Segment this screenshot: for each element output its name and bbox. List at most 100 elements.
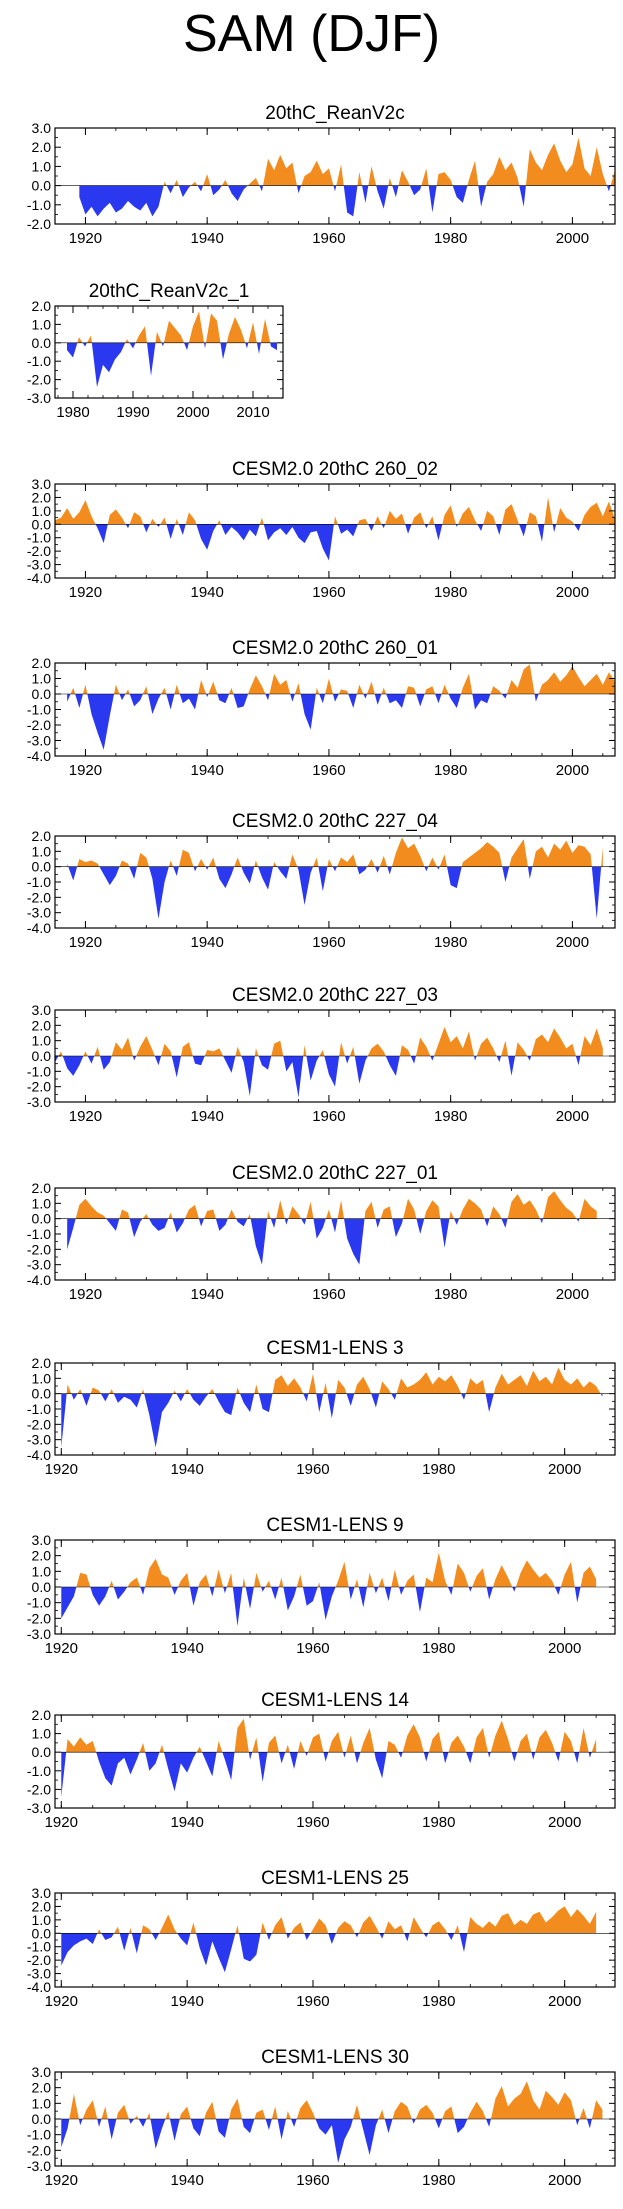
y-tick-label: -4.0 (27, 748, 51, 764)
y-tick-label: -3.0 (27, 733, 51, 749)
x-tick-label: 2000 (548, 1640, 581, 1657)
panel-9: CESM1-LENS 9 3.02.01.00.0-1.0-2.0-3.01920… (27, 1515, 616, 1657)
panel-title: CESM2.0 20thC 227_03 (232, 985, 438, 1006)
y-tick-label: -3.0 (27, 2158, 51, 2174)
x-tick-label: 2000 (548, 2172, 581, 2189)
y-tick-label: 2.0 (32, 1355, 52, 1371)
negative-anomaly-area (61, 1933, 597, 1973)
x-tick-label: 1980 (434, 584, 467, 601)
x-tick-label: 1920 (45, 1993, 78, 2010)
y-tick-label: 3.0 (32, 1885, 52, 1901)
y-tick-label: 1.0 (32, 1726, 52, 1742)
positive-anomaly-area (77, 311, 271, 343)
y-tick-label: -3.0 (27, 390, 51, 406)
plot-frame (54, 1714, 616, 1809)
y-tick-label: 1.0 (32, 843, 52, 859)
x-tick-label: 1940 (170, 1993, 203, 2010)
y-tick-label: -2.0 (27, 1241, 51, 1257)
panel-5: CESM2.0 20thC 227_04 2.01.00.0-1.0-2.0-3.… (27, 811, 616, 951)
x-tick-label: 1980 (422, 1640, 455, 1657)
negative-anomaly-area (55, 1056, 603, 1098)
y-tick-label: -1.0 (27, 197, 51, 213)
plot-frame (54, 835, 616, 929)
negative-anomaly-area (79, 185, 611, 217)
panel-2: 20thC_ReanV2c_1 2.0 1.0 0.0 -1.0 -2.0 -3.0 1980… (27, 281, 284, 421)
panel-4: CESM2.0 20thC 260_01 2.01.00.0-1.0-2.0-3.… (27, 638, 616, 779)
x-tick-label: 1940 (170, 1640, 203, 1657)
y-tick-label: -2.0 (27, 1079, 51, 1095)
x-tick-label: 1980 (422, 1461, 455, 1478)
y-tick-label: -2.0 (27, 717, 51, 733)
panel-12: CESM1-LENS 30 3.02.01.00.0-1.0-2.0-3.0192… (27, 2047, 616, 2189)
x-tick-label: 1960 (312, 762, 345, 779)
x-tick-label: 2000 (548, 1461, 581, 1478)
y-tick-label: 0.0 (32, 859, 52, 875)
x-tick-label: 2000 (556, 1286, 589, 1303)
positive-anomaly-area (67, 664, 615, 694)
y-tick-label: -1.0 (27, 1063, 51, 1079)
negative-anomaly-area (55, 524, 615, 561)
x-tick-label: 1920 (69, 230, 102, 247)
x-tick-label: 1980 (422, 1993, 455, 2010)
y-tick-label: -3.0 (27, 905, 51, 921)
x-tick-label: 1920 (69, 1108, 102, 1125)
y-tick-label: 3.0 (32, 1002, 52, 1018)
y-tick-label: -1.0 (27, 1226, 51, 1242)
y-tick-label: -2.0 (27, 1610, 51, 1626)
x-tick-label: 1960 (312, 584, 345, 601)
x-tick-label: 1980 (434, 230, 467, 247)
x-tick-label: 1920 (69, 1286, 102, 1303)
y-tick-label: -1.0 (27, 702, 51, 718)
negative-anomaly-area (61, 2119, 603, 2163)
y-tick-label: -3.0 (27, 1432, 51, 1448)
x-tick-label: 1980 (434, 762, 467, 779)
y-tick-label: -3.0 (27, 1800, 51, 1816)
plot-frame (54, 483, 616, 579)
x-tick-label: 1960 (312, 934, 345, 951)
y-tick-label: 1.0 (32, 1195, 52, 1211)
y-tick-label: 0.0 (32, 686, 52, 702)
y-tick-label: 1.0 (32, 1563, 52, 1579)
panel-title: CESM1-LENS 25 (261, 1868, 409, 1889)
y-tick-label: 2.0 (32, 489, 52, 505)
positive-anomaly-area (61, 1718, 597, 1753)
x-tick-label: 1960 (296, 1461, 329, 1478)
panel-title: CESM2.0 20thC 260_02 (232, 459, 438, 480)
panel-title: CESM1-LENS 14 (261, 1690, 409, 1711)
x-tick-label: 1940 (170, 2172, 203, 2189)
y-tick-label: 0.0 (32, 1579, 52, 1595)
y-tick-label: 1.0 (32, 1370, 52, 1386)
x-tick-label: 1980 (434, 934, 467, 951)
panel-11: CESM1-LENS 25 3.02.01.00.0-1.0-2.0-3.0-4.… (27, 1868, 616, 2010)
y-tick-label: 2.0 (32, 828, 52, 844)
y-tick-label: -2.0 (27, 543, 51, 559)
y-tick-label: -1.0 (27, 2127, 51, 2143)
x-tick-label: 1920 (69, 762, 102, 779)
x-tick-label: 1960 (296, 2172, 329, 2189)
x-tick-label: 1940 (170, 1814, 203, 1831)
x-tick-label: 1940 (190, 584, 223, 601)
y-tick-label: 0.0 (32, 1744, 52, 1760)
x-tick-label: 1980 (56, 404, 89, 421)
negative-anomaly-area (67, 342, 277, 387)
x-tick-label: 1980 (434, 1286, 467, 1303)
y-tick-label: 0.0 (32, 1386, 52, 1402)
y-tick-label: 2.0 (32, 1017, 52, 1033)
negative-anomaly-area (61, 1752, 597, 1797)
panel-title: CESM2.0 20thC 260_01 (232, 638, 438, 659)
x-tick-label: 2000 (556, 584, 589, 601)
y-tick-label: 2.0 (32, 139, 52, 155)
x-tick-label: 1960 (296, 1814, 329, 1831)
positive-anomaly-area (55, 497, 615, 525)
y-tick-label: -3.0 (27, 1257, 51, 1273)
positive-anomaly-area (61, 2081, 603, 2119)
y-tick-label: -1.0 (27, 1595, 51, 1611)
x-tick-label: 1960 (296, 1993, 329, 2010)
positive-anomaly-area (61, 1552, 597, 1587)
x-tick-label: 1920 (69, 934, 102, 951)
x-tick-label: 1920 (45, 1640, 78, 1657)
negative-anomaly-area (61, 1587, 597, 1627)
y-tick-label: 1.0 (32, 316, 52, 332)
positive-anomaly-area (75, 1191, 597, 1219)
negative-anomaly-area (61, 1393, 603, 1448)
